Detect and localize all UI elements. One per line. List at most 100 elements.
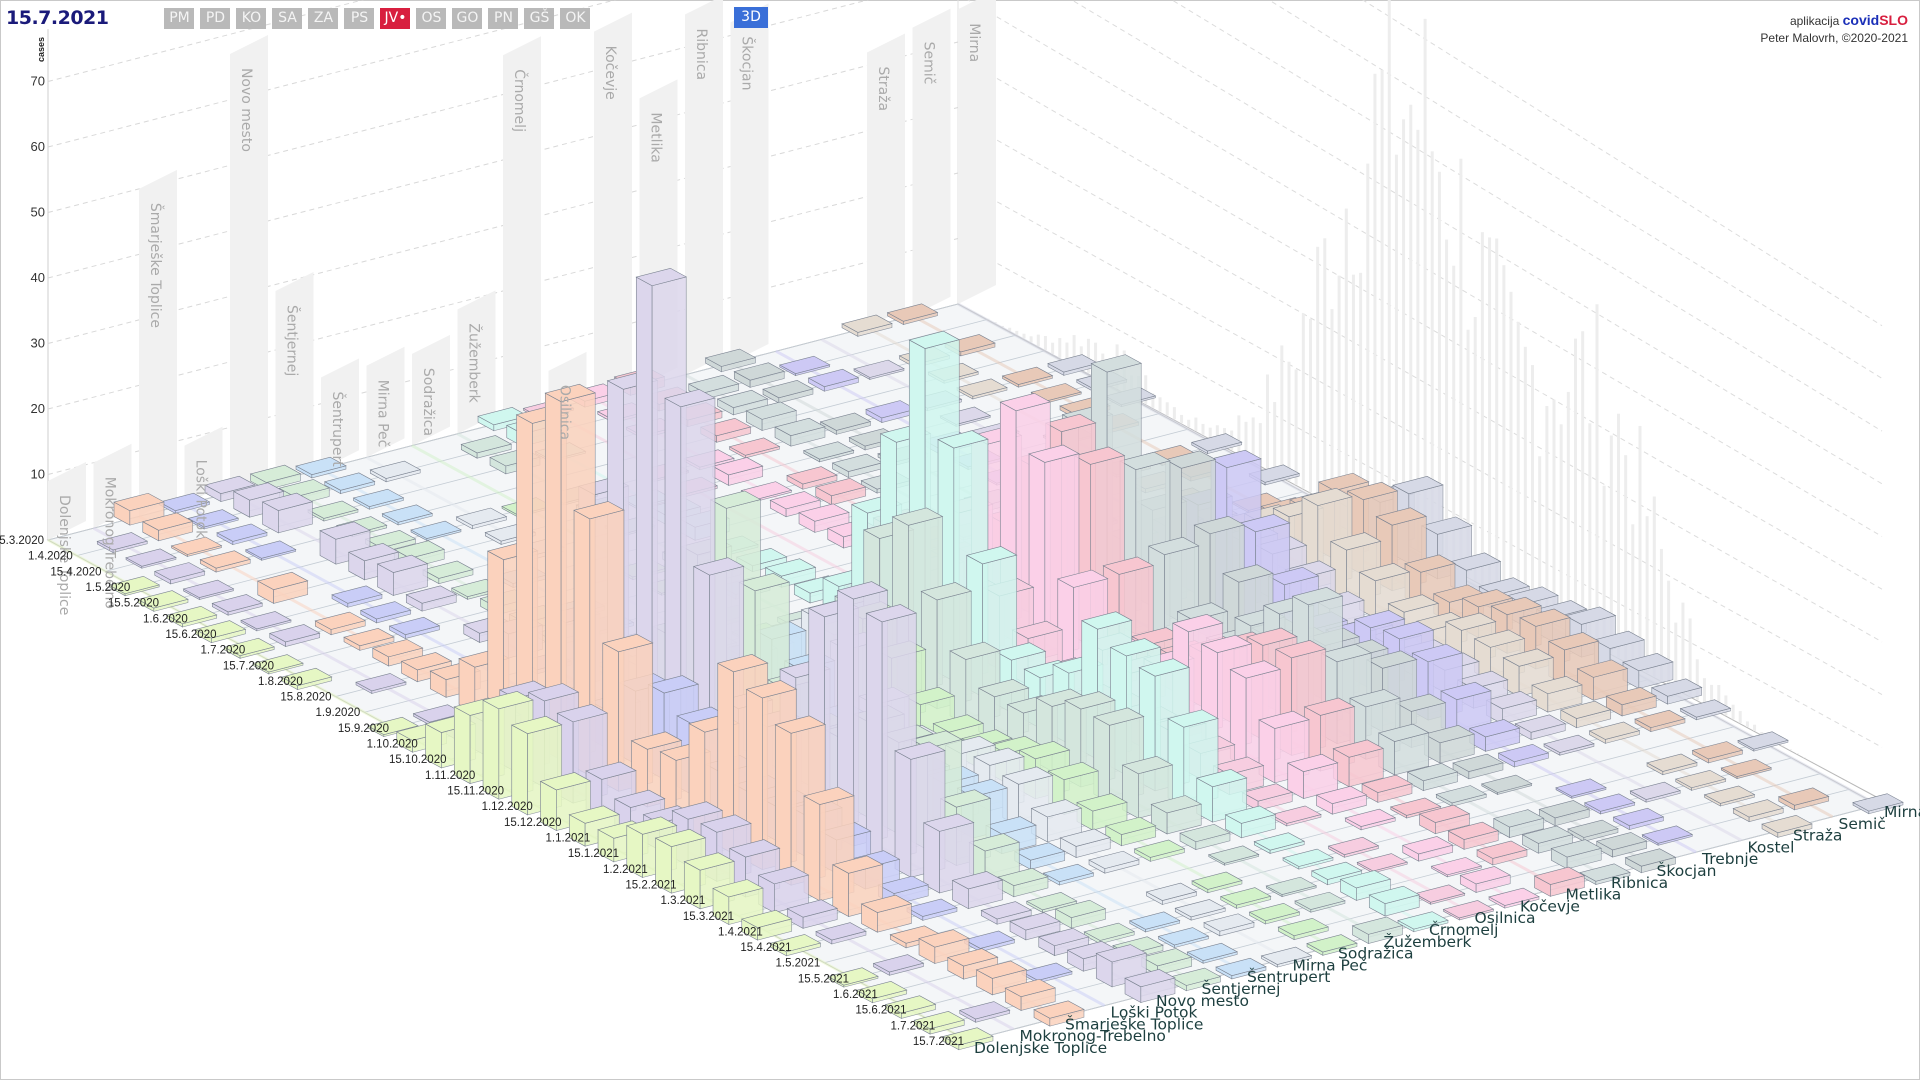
bar-15-0 xyxy=(704,348,757,373)
bar-top xyxy=(635,267,688,287)
right-wall-spike xyxy=(1423,18,1427,554)
bar-top xyxy=(108,575,161,595)
region-button-9[interactable]: PN xyxy=(488,7,519,29)
region-button-3[interactable]: SA xyxy=(272,7,303,29)
bar-top xyxy=(376,554,429,573)
max-panel-bar xyxy=(48,462,86,540)
date-label: 1.8.2020 xyxy=(258,676,303,688)
bar-top xyxy=(1392,476,1444,495)
bar-0-32 xyxy=(942,1027,994,1051)
right-wall-spike xyxy=(1445,239,1449,566)
region-button-6[interactable]: JV• xyxy=(380,7,411,29)
bar-top xyxy=(1320,643,1373,663)
bar-14-4 xyxy=(774,417,826,447)
bar-20-25 xyxy=(1650,678,1703,705)
right-wall-spike xyxy=(1796,753,1800,754)
date-label: 15.7.2021 xyxy=(913,1036,964,1048)
bar-top xyxy=(999,392,1052,412)
bar-top xyxy=(1404,554,1456,573)
right-wall-spike xyxy=(1015,330,1019,335)
bar-top xyxy=(482,691,534,710)
bar-top xyxy=(1128,911,1181,930)
bar-top xyxy=(762,380,814,399)
bar-19-31 xyxy=(1777,787,1830,811)
bar-top xyxy=(1353,610,1406,629)
max-panel-label: Osilnica xyxy=(557,385,573,440)
right-wall-spike xyxy=(1574,338,1577,635)
region-button-8[interactable]: GO xyxy=(452,7,483,29)
right-wall-spike xyxy=(1430,151,1434,558)
region-button-4[interactable]: ZA xyxy=(308,7,339,29)
right-wall-spike xyxy=(1781,745,1785,747)
region-button-7[interactable]: OS xyxy=(416,7,447,29)
bar-6-0 xyxy=(295,456,347,479)
region-button-10[interactable]: GŠ xyxy=(524,7,555,29)
right-wall-spike xyxy=(1058,338,1062,358)
bar-top xyxy=(1418,804,1471,823)
bar-top xyxy=(1030,799,1083,818)
bar-top xyxy=(1001,366,1054,385)
bar-18-32 xyxy=(1761,814,1813,838)
bar-top xyxy=(1258,710,1310,729)
bar-9-26 xyxy=(1179,823,1231,851)
bar-4-29 xyxy=(1037,927,1090,957)
bar-top xyxy=(1102,556,1155,575)
municipality-label: Trebnje xyxy=(1701,850,1758,868)
region-button-0[interactable]: PM xyxy=(164,7,195,29)
bar-top xyxy=(393,540,446,559)
bar-15-32 xyxy=(1624,848,1677,874)
bar-7-1 xyxy=(369,460,422,483)
brand-logo[interactable]: covidSLO xyxy=(1843,12,1908,28)
bar-top xyxy=(963,930,1016,949)
region-button-1[interactable]: PD xyxy=(200,7,231,29)
bar-top xyxy=(1238,513,1291,533)
region-button-5[interactable]: PS xyxy=(344,7,375,29)
right-wall-spike xyxy=(1545,406,1549,620)
bar-4-7 xyxy=(405,585,458,612)
max-panel-label: Mokronog-Trebelno xyxy=(102,477,118,609)
right-wall-gridline xyxy=(1268,0,1883,379)
region-button-2[interactable]: KO xyxy=(236,7,267,29)
right-wall-spike xyxy=(1337,275,1341,508)
max-panel-label: Kočevje xyxy=(602,46,618,100)
region-button-11[interactable]: OK xyxy=(560,7,591,29)
bar-top xyxy=(544,383,597,403)
bar-top xyxy=(1169,967,1222,986)
bar-top xyxy=(1555,778,1607,797)
bar-10-31 xyxy=(1368,885,1421,917)
right-wall-spike xyxy=(1745,721,1749,727)
bar-top xyxy=(1368,885,1421,904)
bar-0-31 xyxy=(913,1011,966,1035)
bar-top xyxy=(1389,797,1442,816)
bar-20-9 xyxy=(1190,433,1243,455)
bar-top xyxy=(738,573,791,592)
bar-top xyxy=(709,490,762,509)
bar-top xyxy=(527,683,580,702)
bar-top xyxy=(769,934,822,953)
bar-19-29 xyxy=(1720,758,1773,780)
bar-top xyxy=(331,585,383,604)
bar-top xyxy=(1291,587,1344,606)
right-wall-spike xyxy=(1280,345,1284,478)
max-panel-label: Metlika xyxy=(648,112,664,162)
bar-top xyxy=(182,579,235,598)
bar-top xyxy=(1387,594,1440,613)
mode-3d-button[interactable]: 3D xyxy=(734,7,768,28)
max-panel-bar xyxy=(412,334,450,446)
bar-0-30 xyxy=(884,995,937,1019)
bar-20-28 xyxy=(1737,731,1789,752)
bar-top xyxy=(908,330,961,349)
right-wall-spike xyxy=(1466,329,1470,577)
bar-16-2 xyxy=(807,368,860,392)
bar-top xyxy=(295,456,347,475)
right-wall-spike xyxy=(1602,485,1606,651)
bar-top xyxy=(268,624,321,643)
bar-top xyxy=(1365,650,1418,669)
right-wall-gridline xyxy=(967,0,1883,537)
y-tick-label: 60 xyxy=(31,139,45,154)
bar-top xyxy=(1358,563,1411,582)
bar-0-8 xyxy=(252,654,304,675)
bar-2-8 xyxy=(343,628,395,651)
bar-top xyxy=(1044,413,1097,433)
